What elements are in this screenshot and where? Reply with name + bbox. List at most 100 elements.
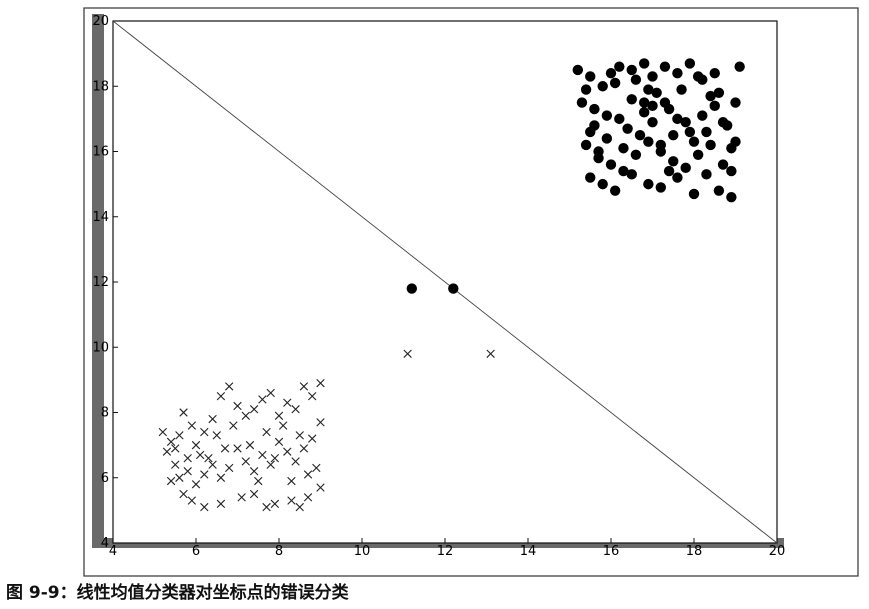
- x-point: [303, 493, 313, 502]
- x-point-stroke: [295, 502, 304, 512]
- x-point: [187, 421, 197, 430]
- x-point: [225, 382, 234, 391]
- circle-point: [717, 159, 729, 170]
- x-point: [229, 421, 238, 430]
- circle-point: [701, 169, 712, 180]
- circle-point: [684, 58, 696, 69]
- circle-point: [705, 139, 716, 151]
- circle-point: [605, 159, 617, 170]
- x-point: [216, 391, 226, 401]
- x-point: [258, 450, 267, 460]
- x-point: [233, 444, 242, 453]
- x-point-stroke: [175, 473, 184, 482]
- x-point: [403, 349, 412, 358]
- x-point: [208, 414, 217, 424]
- x-point-stroke: [283, 398, 292, 407]
- x-point-stroke: [283, 447, 292, 456]
- circle-point: [730, 97, 741, 108]
- x-point-stroke: [254, 476, 263, 486]
- circle-point: [572, 64, 583, 76]
- x-point-stroke: [171, 460, 180, 469]
- series-1: [158, 349, 495, 512]
- x-point-stroke: [291, 457, 300, 466]
- x-point-stroke: [291, 405, 300, 414]
- x-point: [204, 453, 213, 463]
- x-point: [233, 401, 242, 411]
- x-point: [200, 502, 209, 512]
- x-point: [166, 437, 176, 447]
- x-point: [266, 460, 275, 469]
- x-point-stroke: [233, 401, 242, 411]
- x-point-stroke: [216, 499, 226, 509]
- x-point-stroke: [308, 434, 317, 443]
- circle-point: [668, 129, 679, 141]
- x-point-stroke: [270, 499, 280, 509]
- x-point: [179, 489, 188, 499]
- x-point: [283, 398, 292, 407]
- x-tick-label: 4: [109, 544, 117, 559]
- x-point: [208, 460, 217, 469]
- x-point-stroke: [183, 467, 192, 476]
- circle-point: [639, 107, 650, 118]
- circle-point: [601, 110, 613, 121]
- x-point-stroke: [249, 405, 259, 414]
- circle-point: [643, 178, 654, 190]
- circle-point: [634, 129, 646, 141]
- x-point-stroke: [166, 437, 176, 447]
- y-tick-label: 10: [92, 340, 109, 355]
- x-point: [254, 476, 263, 486]
- x-tick-label: 10: [354, 544, 371, 559]
- x-point: [171, 444, 180, 453]
- y-tick-label: 14: [92, 210, 109, 225]
- x-point-stroke: [241, 457, 250, 466]
- x-point: [195, 450, 205, 460]
- circle-point: [647, 100, 658, 112]
- x-point: [200, 427, 209, 437]
- x-point: [262, 427, 271, 437]
- x-point-stroke: [195, 450, 205, 460]
- circle-point: [680, 162, 691, 174]
- circle-point: [726, 191, 737, 203]
- x-point-stroke: [303, 470, 313, 479]
- circle-point: [663, 103, 675, 115]
- x-point: [183, 453, 192, 463]
- x-point: [249, 489, 259, 499]
- circle-point: [597, 81, 608, 92]
- circle-point: [676, 84, 687, 95]
- x-point: [216, 499, 226, 509]
- circle-point: [709, 100, 720, 112]
- circle-point: [709, 68, 720, 79]
- circle-point: [672, 172, 683, 183]
- x-point-stroke: [274, 411, 284, 420]
- x-point-stroke: [249, 467, 259, 476]
- x-point: [270, 499, 280, 509]
- x-point-stroke: [204, 453, 213, 463]
- circle-point: [626, 64, 637, 76]
- x-point: [179, 408, 188, 417]
- x-point-stroke: [208, 414, 217, 424]
- circle-point: [639, 97, 650, 108]
- circle-point: [605, 68, 617, 79]
- x-point-stroke: [258, 450, 267, 460]
- x-point-stroke: [316, 378, 325, 388]
- x-point: [303, 470, 313, 479]
- x-point-stroke: [179, 489, 188, 499]
- x-point-stroke: [258, 395, 267, 404]
- x-point-stroke: [266, 460, 275, 469]
- x-point-stroke: [241, 411, 250, 420]
- circle-point: [585, 71, 596, 82]
- circle-point: [589, 103, 600, 115]
- x-point-stroke: [166, 476, 176, 486]
- x-point: [278, 421, 288, 430]
- circle-point: [626, 94, 637, 105]
- x-tick-label: 14: [520, 544, 537, 559]
- x-point: [312, 463, 321, 473]
- x-point: [241, 411, 250, 420]
- y-tick-label: 12: [92, 275, 109, 290]
- circle-point: [663, 165, 675, 177]
- circle-point: [692, 71, 704, 82]
- x-point-stroke: [278, 421, 288, 430]
- x-point: [166, 476, 176, 486]
- x-point: [258, 395, 267, 404]
